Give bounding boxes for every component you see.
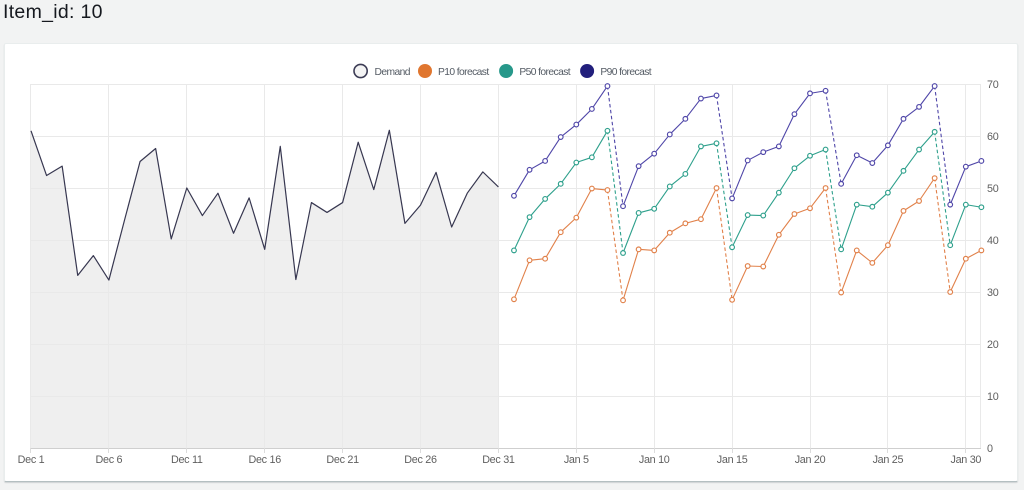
svg-text:50: 50 bbox=[987, 183, 999, 195]
svg-text:40: 40 bbox=[987, 235, 999, 247]
svg-text:P10 forecast: P10 forecast bbox=[438, 67, 489, 78]
svg-text:70: 70 bbox=[987, 79, 999, 91]
svg-text:Dec 31: Dec 31 bbox=[482, 454, 515, 466]
svg-text:Jan 10: Jan 10 bbox=[639, 454, 670, 466]
svg-text:Jan 25: Jan 25 bbox=[873, 454, 904, 466]
svg-text:Jan 15: Jan 15 bbox=[717, 454, 748, 466]
svg-text:Demand: Demand bbox=[375, 67, 411, 78]
svg-text:30: 30 bbox=[987, 287, 999, 299]
svg-text:60: 60 bbox=[987, 131, 999, 143]
svg-text:Jan 30: Jan 30 bbox=[950, 454, 981, 466]
svg-text:Dec 26: Dec 26 bbox=[404, 454, 437, 466]
svg-text:10: 10 bbox=[987, 391, 999, 403]
svg-text:Jan 20: Jan 20 bbox=[795, 454, 826, 466]
svg-text:20: 20 bbox=[987, 339, 999, 351]
svg-text:Dec 21: Dec 21 bbox=[326, 454, 359, 466]
svg-text:Dec 11: Dec 11 bbox=[171, 454, 203, 466]
svg-text:Dec 1: Dec 1 bbox=[18, 454, 45, 466]
svg-text:Dec 6: Dec 6 bbox=[96, 454, 123, 466]
svg-text:0: 0 bbox=[987, 443, 993, 455]
svg-text:Dec 16: Dec 16 bbox=[248, 454, 281, 466]
svg-text:Jan 5: Jan 5 bbox=[564, 454, 589, 466]
svg-text:P90 forecast: P90 forecast bbox=[600, 67, 651, 78]
svg-text:P50 forecast: P50 forecast bbox=[519, 67, 570, 78]
